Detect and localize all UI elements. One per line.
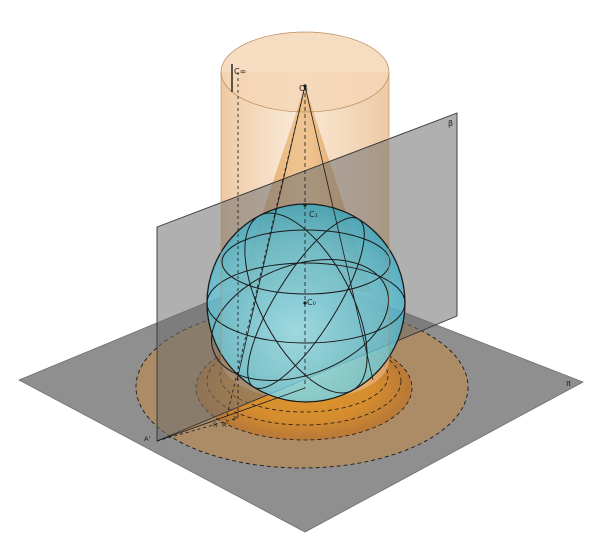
label-p-prime: P' — [233, 415, 239, 423]
sphere-meridian-2 — [247, 217, 365, 389]
label-r-prime: R' — [222, 421, 229, 429]
label-c-inf: C∞ — [234, 67, 246, 76]
label-c2: C₂ — [299, 84, 308, 93]
cylinder-outline — [220, 31, 390, 360]
sphere-meridian-1 — [244, 212, 368, 394]
label-c1: C₁ — [309, 210, 318, 219]
label-c-center: C₀ — [307, 298, 316, 307]
label-beta: β — [448, 119, 453, 128]
cylinder-top — [221, 32, 389, 112]
construction-lines — [156, 64, 374, 442]
sphere-equator — [206, 262, 406, 344]
sphere-tilted-circle — [211, 258, 389, 382]
points — [303, 84, 307, 305]
label-r: R — [213, 421, 218, 429]
label-pi: π — [566, 379, 571, 388]
inner-ring-2 — [219, 339, 389, 413]
label-a-prime: A' — [144, 435, 150, 443]
